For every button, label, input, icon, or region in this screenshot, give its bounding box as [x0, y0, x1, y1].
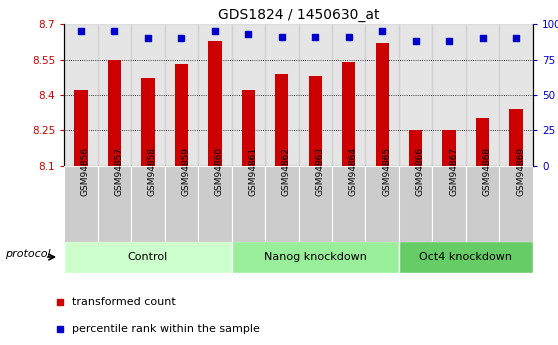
- Bar: [342, 62, 355, 166]
- Text: GSM94863: GSM94863: [315, 147, 324, 196]
- Bar: [98, 166, 131, 242]
- Text: GSM94868: GSM94868: [483, 147, 492, 196]
- Text: Oct4 knockdown: Oct4 knockdown: [420, 252, 512, 262]
- Bar: [365, 24, 399, 166]
- Bar: [131, 24, 165, 166]
- Bar: [131, 166, 165, 242]
- Text: GSM94862: GSM94862: [282, 147, 291, 196]
- Bar: [275, 73, 288, 166]
- Bar: [442, 130, 456, 166]
- Title: GDS1824 / 1450630_at: GDS1824 / 1450630_at: [218, 8, 379, 22]
- Bar: [466, 24, 499, 166]
- Text: percentile rank within the sample: percentile rank within the sample: [73, 324, 260, 334]
- Bar: [265, 24, 299, 166]
- Text: GSM94860: GSM94860: [215, 147, 224, 196]
- Bar: [499, 24, 533, 166]
- Bar: [108, 59, 121, 166]
- Bar: [64, 241, 232, 273]
- Point: [311, 34, 320, 40]
- Bar: [242, 90, 255, 166]
- Bar: [165, 24, 198, 166]
- Bar: [98, 24, 131, 166]
- Bar: [399, 241, 533, 273]
- Text: GSM94867: GSM94867: [449, 147, 458, 196]
- Text: GSM94857: GSM94857: [114, 147, 123, 196]
- Text: GSM94865: GSM94865: [382, 147, 391, 196]
- Point: [277, 34, 286, 40]
- Bar: [232, 166, 265, 242]
- Bar: [265, 166, 299, 242]
- Bar: [175, 64, 188, 166]
- Bar: [376, 43, 389, 166]
- Bar: [309, 76, 322, 166]
- Text: GSM94859: GSM94859: [181, 147, 190, 196]
- Point: [76, 28, 85, 34]
- Point: [244, 31, 253, 37]
- Bar: [499, 166, 533, 242]
- Bar: [208, 41, 222, 166]
- Point: [512, 36, 521, 41]
- Bar: [165, 166, 198, 242]
- Bar: [409, 130, 422, 166]
- Bar: [399, 166, 432, 242]
- Bar: [476, 118, 489, 166]
- Text: GSM94869: GSM94869: [516, 147, 525, 196]
- Point: [110, 28, 119, 34]
- Point: [411, 38, 420, 44]
- Bar: [299, 24, 332, 166]
- Point: [344, 34, 353, 40]
- Text: protocol: protocol: [5, 249, 51, 259]
- Bar: [509, 109, 523, 166]
- Text: Control: Control: [128, 252, 168, 262]
- Bar: [198, 166, 232, 242]
- Point: [478, 36, 487, 41]
- Point: [177, 36, 186, 41]
- Bar: [141, 78, 155, 166]
- Point: [143, 36, 152, 41]
- Bar: [64, 24, 98, 166]
- Bar: [232, 241, 399, 273]
- Text: GSM94866: GSM94866: [416, 147, 425, 196]
- Point: [378, 28, 387, 34]
- Bar: [365, 166, 399, 242]
- Bar: [466, 166, 499, 242]
- Bar: [399, 24, 432, 166]
- Bar: [198, 24, 232, 166]
- Bar: [432, 166, 466, 242]
- Bar: [332, 24, 365, 166]
- Bar: [432, 24, 466, 166]
- Bar: [74, 90, 88, 166]
- Text: GSM94864: GSM94864: [349, 147, 358, 196]
- Text: GSM94856: GSM94856: [81, 147, 90, 196]
- Bar: [232, 24, 265, 166]
- Point: [445, 38, 454, 44]
- Point: [210, 28, 219, 34]
- Bar: [299, 166, 332, 242]
- Text: GSM94861: GSM94861: [248, 147, 257, 196]
- Bar: [332, 166, 365, 242]
- Bar: [64, 166, 98, 242]
- Text: transformed count: transformed count: [73, 297, 176, 307]
- Text: Nanog knockdown: Nanog knockdown: [264, 252, 367, 262]
- Text: GSM94858: GSM94858: [148, 147, 157, 196]
